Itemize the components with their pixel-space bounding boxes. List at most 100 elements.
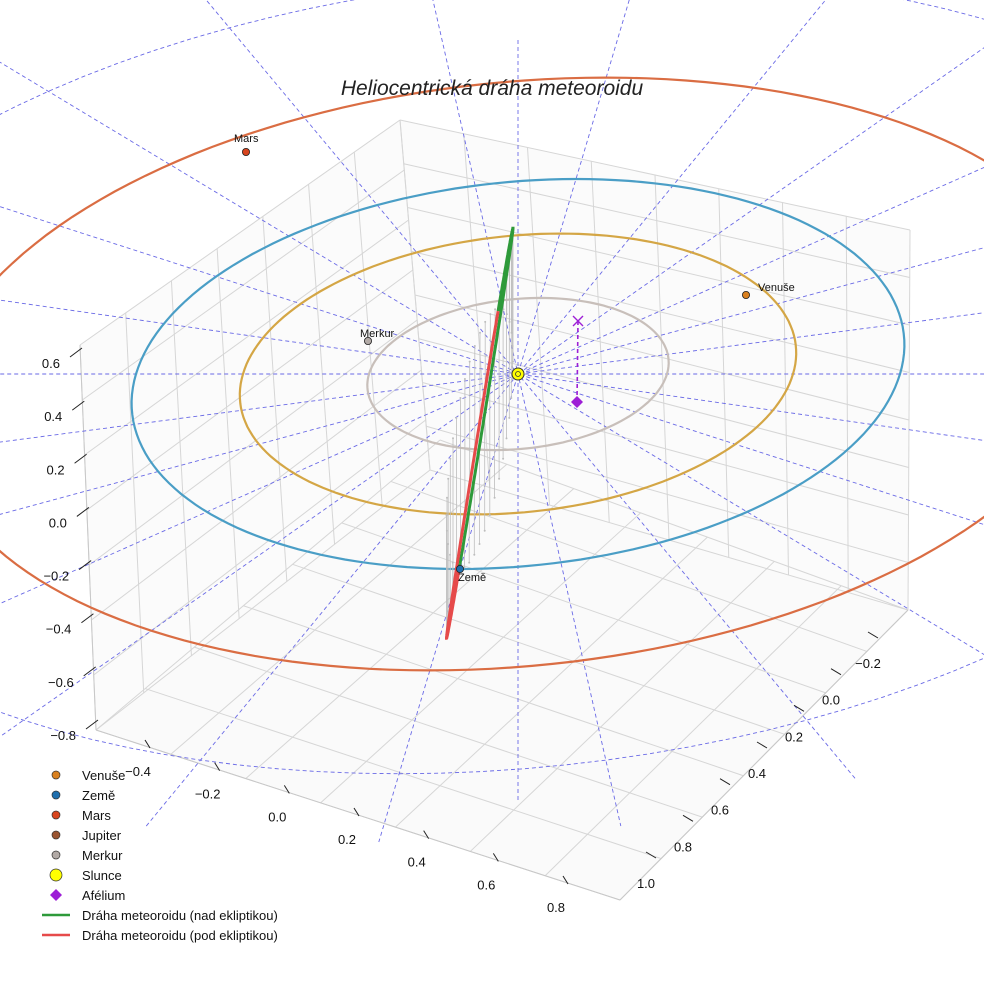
legend-marker bbox=[51, 770, 61, 780]
dropline-foot bbox=[459, 397, 462, 399]
planet-marker-merkur bbox=[363, 336, 372, 345]
x-tick-mark bbox=[214, 762, 221, 771]
body-markers: Venuše Země Mars Merkur bbox=[234, 133, 795, 584]
legend: Venuše Země Mars Jupiter Merkur Slunce Afélium… bbox=[42, 768, 278, 943]
y-tick-mark bbox=[645, 851, 657, 859]
z-tick-label: 0.0 bbox=[49, 515, 67, 530]
orbit-merkur bbox=[366, 296, 670, 452]
legend-marker bbox=[50, 889, 62, 901]
dropline-foot bbox=[473, 553, 476, 556]
dropline-foot bbox=[498, 477, 501, 480]
dropline-foot bbox=[494, 308, 497, 311]
z-tick-mark bbox=[69, 347, 83, 358]
ecliptic-radial-line bbox=[378, 0, 630, 843]
floor-grid-line bbox=[320, 512, 641, 804]
floor-grid-line bbox=[341, 522, 826, 694]
wall-grid-line bbox=[86, 269, 414, 511]
wall-grid-line bbox=[93, 419, 427, 676]
x-tick-label: 0.4 bbox=[408, 855, 426, 870]
z-tick-mark bbox=[76, 507, 90, 517]
meteoroid-path-above bbox=[458, 226, 515, 565]
dropline-foot bbox=[508, 416, 511, 419]
x-tick-label: 0.8 bbox=[547, 900, 565, 915]
x-tick-mark bbox=[423, 830, 430, 839]
orbit-mars bbox=[0, 76, 984, 672]
legend-label: Dráha meteoroidu (nad ekliptikou) bbox=[82, 908, 278, 923]
wall-grid-line bbox=[88, 319, 418, 566]
dropline-foot bbox=[502, 308, 505, 311]
aphelion-marker bbox=[571, 396, 583, 408]
floor-grid-line bbox=[170, 463, 508, 755]
z-tick-label: −0.4 bbox=[46, 622, 72, 637]
dropline-foot bbox=[510, 331, 513, 334]
wall-grid-line bbox=[262, 216, 288, 582]
floor-grid-line bbox=[469, 561, 775, 852]
dropline-foot bbox=[493, 496, 496, 499]
dropline-foot bbox=[505, 437, 508, 440]
wall-grid-line bbox=[845, 216, 849, 593]
x-tick-mark bbox=[353, 807, 360, 817]
floor-grid-line bbox=[243, 605, 744, 777]
dropline-foot bbox=[508, 320, 511, 323]
wall-grid-line bbox=[418, 338, 909, 468]
planet-label-venuše: Venuše bbox=[758, 282, 795, 294]
y-tick-label: −0.2 bbox=[855, 656, 881, 671]
dropline-foot bbox=[468, 360, 471, 363]
sun-marker-core bbox=[515, 371, 521, 377]
dropline-foot bbox=[510, 397, 513, 399]
legend-label: Afélium bbox=[82, 888, 125, 903]
dropline-foot bbox=[449, 553, 451, 556]
y-axis-line bbox=[619, 609, 909, 901]
legend-label: Mars bbox=[82, 808, 111, 823]
dropline-foot bbox=[478, 543, 481, 545]
dropline-foot bbox=[451, 561, 454, 564]
z-tick-mark bbox=[85, 719, 99, 730]
dropline-foot bbox=[479, 331, 481, 334]
dropline-foot bbox=[502, 457, 505, 460]
axis-ticks: 0.6 0.4 0.2 0.0 −0.2 −0.4 −0.6 −0.8 −0.4 −0.2 0.0 0… bbox=[42, 347, 881, 915]
floor-grid-line bbox=[95, 439, 441, 731]
ecliptic-radial-line bbox=[145, 0, 827, 827]
dropline-foot bbox=[445, 529, 448, 532]
y-tick-label: 0.0 bbox=[822, 693, 840, 708]
x-tick-label: 0.6 bbox=[477, 877, 495, 892]
wall-grid-line bbox=[216, 248, 240, 619]
dropline-foot bbox=[483, 529, 486, 532]
dropline-foot bbox=[505, 313, 508, 316]
orbit-venuše bbox=[238, 232, 798, 516]
z-tick-label: 0.4 bbox=[44, 409, 62, 424]
meteoroid-path-below bbox=[445, 310, 500, 640]
dropline-foot bbox=[447, 543, 450, 545]
legend-label: Slunce bbox=[82, 868, 122, 883]
z-tick-mark bbox=[83, 666, 97, 677]
legend-marker bbox=[51, 790, 61, 800]
dropline-foot bbox=[452, 437, 454, 440]
y-tick-mark bbox=[830, 668, 842, 676]
y-tick-mark bbox=[793, 704, 805, 712]
z-tick-label: 0.6 bbox=[42, 356, 60, 371]
y-tick-mark bbox=[756, 741, 768, 749]
floor-pane bbox=[96, 440, 908, 900]
left-wall-pane bbox=[80, 120, 430, 730]
floor-grid-line bbox=[292, 563, 785, 735]
dropline-foot bbox=[468, 561, 471, 564]
z-tick-mark bbox=[71, 400, 85, 411]
x-tick-label: 0.2 bbox=[338, 832, 356, 847]
x-tick-label: 0.0 bbox=[268, 809, 286, 824]
planet-label-mars: Mars bbox=[234, 133, 259, 145]
dropline-foot bbox=[512, 360, 514, 363]
dropline-foot bbox=[455, 416, 458, 419]
y-tick-label: 0.2 bbox=[785, 729, 803, 744]
legend-marker bbox=[51, 810, 61, 820]
planet-label-země: Země bbox=[458, 572, 486, 584]
legend-label: Merkur bbox=[82, 848, 123, 863]
grid-lines bbox=[79, 119, 911, 901]
planet-marker-země bbox=[455, 565, 464, 574]
dropline-foot bbox=[511, 345, 514, 347]
planet-marker-venuše bbox=[742, 290, 751, 299]
x-tick-mark bbox=[283, 785, 290, 794]
wall-grid-line bbox=[95, 469, 431, 731]
floor-grid-line bbox=[544, 585, 842, 877]
dropline-foot bbox=[473, 345, 476, 347]
y-tick-mark bbox=[682, 814, 694, 822]
